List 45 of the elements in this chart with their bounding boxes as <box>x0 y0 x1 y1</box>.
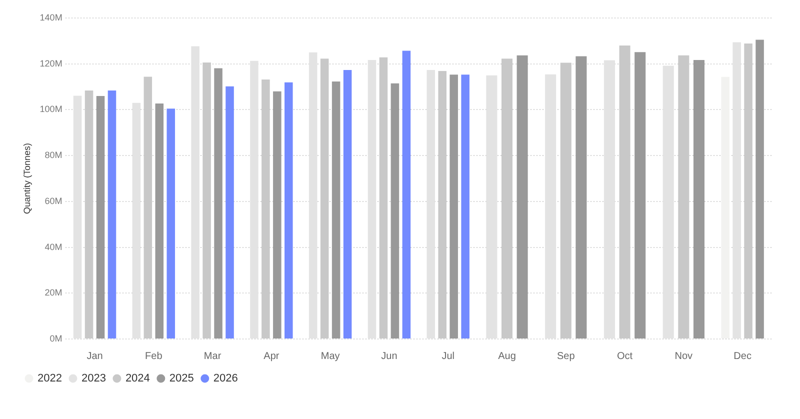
bar <box>343 70 352 338</box>
bar <box>721 76 730 338</box>
bar <box>166 108 176 338</box>
y-axis-title: Quantity (Tonnes) <box>22 142 32 214</box>
x-tick-label: Nov <box>674 350 693 362</box>
bar <box>250 60 258 338</box>
bar <box>214 68 222 338</box>
bar <box>402 50 411 338</box>
bar <box>155 104 164 338</box>
legend-label: 2026 <box>213 372 238 385</box>
legend-label: 2024 <box>125 372 150 385</box>
x-tick-label: Sep <box>556 350 576 362</box>
legend-label: 2022 <box>38 372 62 385</box>
y-tick-label: 60M <box>44 196 62 206</box>
x-tick-label: Apr <box>264 350 280 362</box>
bar <box>226 86 234 338</box>
legend-label: 2023 <box>81 372 106 385</box>
y-tick-label: 100M <box>40 104 62 114</box>
bar <box>191 46 200 338</box>
bar <box>426 70 436 338</box>
bar <box>96 96 105 338</box>
y-tick-label: 0M <box>50 333 62 344</box>
y-tick-label: 20M <box>44 288 62 298</box>
y-tick-label: 40M <box>44 242 62 252</box>
y-tick-label: 80M <box>44 150 62 160</box>
x-tick-label: Aug <box>498 350 516 362</box>
bar <box>273 91 282 338</box>
bar <box>332 82 340 338</box>
bar <box>308 52 318 338</box>
bar <box>132 102 141 338</box>
y-tick-label: 140M <box>40 12 62 22</box>
x-tick-label: Jan <box>86 350 103 362</box>
bar <box>390 83 400 338</box>
x-tick-label: Mar <box>204 350 222 362</box>
x-tick-label: May <box>320 350 340 362</box>
bar <box>284 82 293 338</box>
legend-label: 2025 <box>169 372 194 385</box>
y-tick-label: 120M <box>40 58 62 68</box>
x-tick-label: Jun <box>381 350 398 362</box>
x-tick-label: Oct <box>616 350 633 362</box>
x-tick-label: Dec <box>734 350 752 362</box>
bar <box>368 60 376 338</box>
x-tick-label: Jul <box>442 350 454 362</box>
x-tick-label: Feb <box>145 350 163 362</box>
bar <box>108 90 116 338</box>
